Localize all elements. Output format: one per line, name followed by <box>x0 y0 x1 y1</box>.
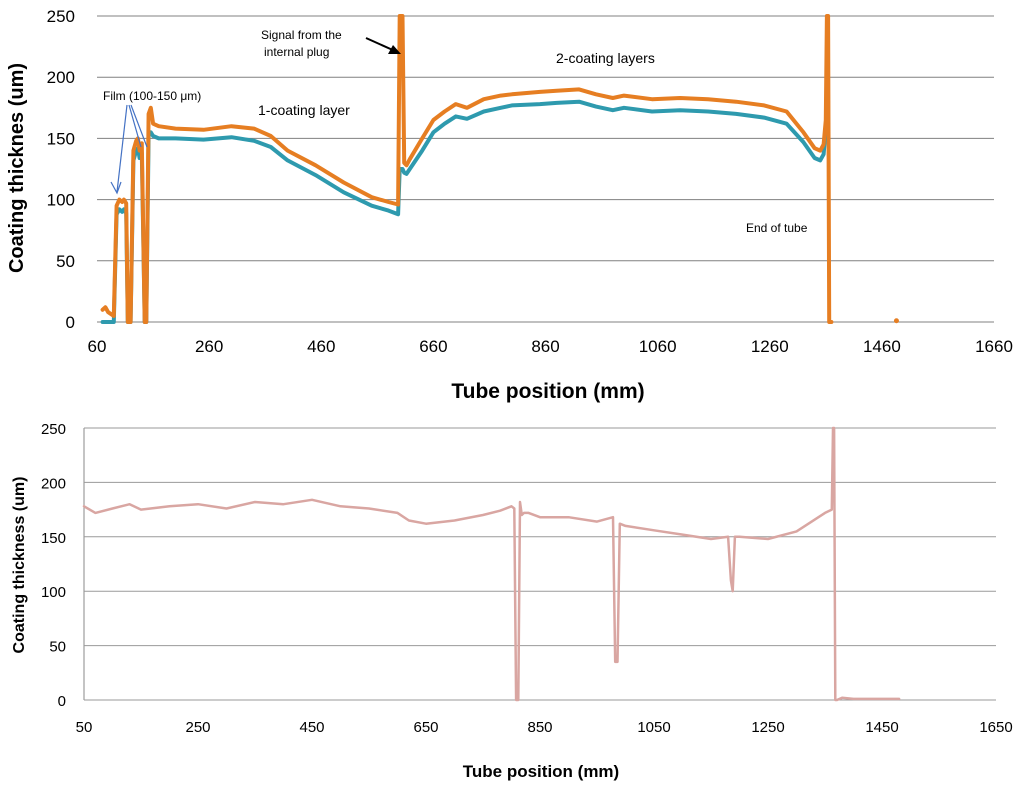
plug-arrowhead <box>388 45 401 54</box>
y-tick-100: 100 <box>41 584 66 601</box>
x-tick-1260: 1260 <box>751 337 789 356</box>
film-arrow-3 <box>130 104 148 148</box>
x-tick-1060: 1060 <box>639 337 677 356</box>
top-chart: 0 50 100 150 200 250 60 260 460 660 860 1060 1260 14… <box>6 7 1013 403</box>
bottom-chart-x-axis-label: Tube position (mm) <box>463 762 619 781</box>
y-tick-250: 250 <box>41 421 66 438</box>
bottom-chart-y-axis-label: Coating thickness (um) <box>11 477 28 654</box>
x-tick-850: 850 <box>527 719 552 736</box>
x-tick-250: 250 <box>185 719 210 736</box>
y-tick-150: 150 <box>41 530 66 547</box>
series-line-orange <box>100 14 834 324</box>
x-tick-1460: 1460 <box>863 337 901 356</box>
x-tick-1450: 1450 <box>865 719 898 736</box>
annotation-end-of-tube: End of tube <box>746 221 808 235</box>
x-tick-1250: 1250 <box>751 719 784 736</box>
top-chart-y-ticks: 0 50 100 150 200 250 <box>47 7 75 332</box>
y-tick-100: 100 <box>47 191 75 210</box>
y-tick-0: 0 <box>66 313 75 332</box>
plug-arrow <box>365 37 396 52</box>
x-tick-1660: 1660 <box>975 337 1013 356</box>
x-tick-1050: 1050 <box>637 719 670 736</box>
film-arrowhead-1 <box>110 181 122 195</box>
film-arrow-1 <box>116 104 128 193</box>
x-tick-1650: 1650 <box>979 719 1012 736</box>
y-tick-0: 0 <box>58 693 66 710</box>
top-chart-y-axis-label: Coating thicknes (um) <box>6 63 28 273</box>
top-chart-gridlines <box>97 15 994 323</box>
top-chart-series <box>100 14 899 324</box>
series-line-pink <box>82 426 901 702</box>
x-tick-650: 650 <box>413 719 438 736</box>
top-chart-x-axis-label: Tube position (mm) <box>451 380 644 403</box>
top-chart-x-ticks: 60 260 460 660 860 1060 1260 1460 1660 <box>88 337 1013 356</box>
y-tick-200: 200 <box>41 475 66 492</box>
bottom-chart-x-ticks: 50 250 450 650 850 1050 1250 1450 1650 <box>76 719 1013 736</box>
bottom-chart-series <box>82 426 901 702</box>
x-tick-460: 460 <box>307 337 335 356</box>
bottom-chart-y-ticks: 0 50 100 150 200 250 <box>41 421 66 710</box>
y-tick-150: 150 <box>47 129 75 148</box>
film-arrow-2 <box>128 104 142 148</box>
y-tick-200: 200 <box>47 68 75 87</box>
series-point-orange-0 <box>893 318 899 324</box>
annotation-plug-line2: internal plug <box>264 45 329 59</box>
series-line-teal <box>100 99 829 324</box>
annotation-film: Film (100-150 μm) <box>103 89 201 103</box>
x-tick-860: 860 <box>531 337 559 356</box>
bottom-chart: 0 50 100 150 200 250 50 250 450 650 850 1050 1250 14… <box>11 421 1013 781</box>
x-tick-450: 450 <box>299 719 324 736</box>
y-tick-50: 50 <box>49 639 66 656</box>
annotation-two-layers: 2-coating layers <box>556 50 655 66</box>
y-tick-50: 50 <box>56 252 75 271</box>
x-tick-660: 660 <box>419 337 447 356</box>
bottom-chart-gridlines <box>84 427 996 701</box>
annotation-plug-line1: Signal from the <box>261 28 342 42</box>
annotation-one-layer: 1-coating layer <box>258 102 350 118</box>
x-tick-260: 260 <box>195 337 223 356</box>
x-tick-50: 50 <box>76 719 93 736</box>
x-tick-60: 60 <box>88 337 107 356</box>
y-tick-250: 250 <box>47 7 75 26</box>
